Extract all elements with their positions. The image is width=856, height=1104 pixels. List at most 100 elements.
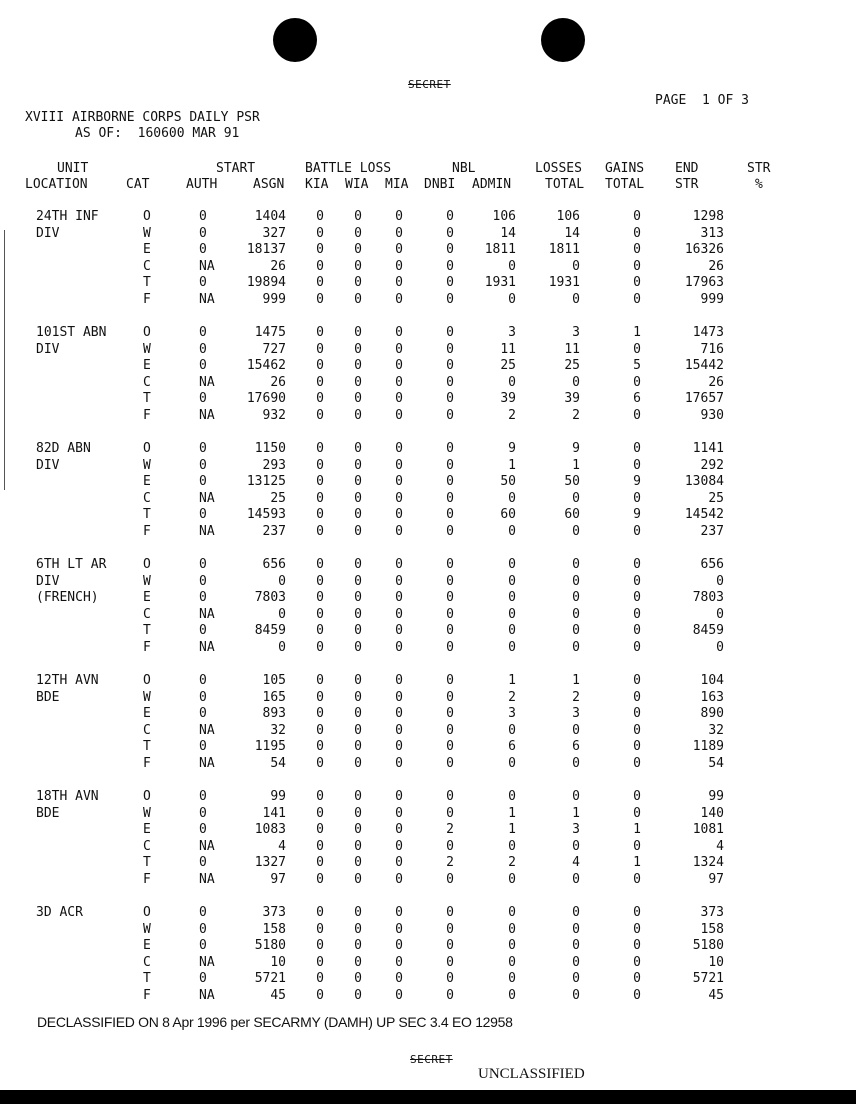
cell-gains-total: 1 bbox=[633, 855, 641, 870]
cell-kia: 0 bbox=[316, 639, 324, 655]
cell-losses-total: 0 bbox=[572, 590, 580, 605]
cell-wia: 0 bbox=[354, 623, 362, 638]
cell-admin: 106 bbox=[492, 209, 516, 224]
cell-mia: 0 bbox=[395, 871, 403, 887]
cell-dnbi: 0 bbox=[446, 291, 454, 307]
cell-kia: 0 bbox=[316, 557, 324, 572]
cell-gains-total: 0 bbox=[633, 722, 641, 738]
cell-admin: 0 bbox=[508, 374, 516, 390]
cell-asgn: 19894 bbox=[246, 275, 286, 290]
cell-losses-total: 0 bbox=[572, 557, 580, 572]
header-losses-total: TOTAL bbox=[545, 177, 585, 192]
classification-top: SECRET bbox=[408, 78, 451, 91]
cell-dnbi: 0 bbox=[446, 523, 454, 539]
unit-location: 24TH INF bbox=[36, 209, 99, 224]
cell-dnbi: 0 bbox=[446, 673, 454, 688]
cell-cat: C bbox=[143, 606, 151, 622]
cell-gains-total: 1 bbox=[633, 325, 641, 340]
cell-wia: 0 bbox=[354, 507, 362, 522]
cell-auth: 0 bbox=[199, 474, 207, 489]
cell-cat: C bbox=[143, 490, 151, 506]
cell-asgn: 15462 bbox=[246, 358, 286, 373]
cell-gains-total: 5 bbox=[633, 358, 641, 373]
cell-admin: 0 bbox=[508, 291, 516, 307]
cell-auth: 0 bbox=[199, 557, 207, 572]
cell-auth: 0 bbox=[199, 457, 207, 473]
cell-asgn: 97 bbox=[270, 871, 286, 887]
cell-cat: T bbox=[143, 971, 151, 986]
cell-gains-total: 0 bbox=[633, 490, 641, 506]
cell-kia: 0 bbox=[316, 938, 324, 953]
cell-mia: 0 bbox=[395, 358, 403, 373]
header-end: END bbox=[675, 161, 699, 176]
cell-dnbi: 0 bbox=[446, 225, 454, 241]
cell-admin: 1 bbox=[508, 673, 516, 688]
cell-admin: 6 bbox=[508, 739, 516, 754]
cell-losses-total: 3 bbox=[572, 706, 580, 721]
cell-end-str: 0 bbox=[716, 573, 724, 589]
cell-losses-total: 0 bbox=[572, 258, 580, 274]
unit-location: DIV bbox=[36, 225, 60, 241]
cell-asgn: 99 bbox=[270, 789, 286, 804]
cell-wia: 0 bbox=[354, 855, 362, 870]
cell-kia: 0 bbox=[316, 291, 324, 307]
cell-gains-total: 0 bbox=[633, 871, 641, 887]
cell-dnbi: 0 bbox=[446, 391, 454, 406]
declassified-note: DECLASSIFIED ON 8 Apr 1996 per SECARMY (… bbox=[37, 1014, 513, 1030]
cell-end-str: 313 bbox=[700, 225, 724, 241]
header-dnbi: DNBI bbox=[424, 177, 456, 192]
cell-losses-total: 0 bbox=[572, 722, 580, 738]
cell-gains-total: 0 bbox=[633, 639, 641, 655]
cell-kia: 0 bbox=[316, 258, 324, 274]
cell-dnbi: 0 bbox=[446, 441, 454, 456]
cell-asgn: 293 bbox=[262, 457, 286, 473]
cell-end-str: 7803 bbox=[692, 590, 724, 605]
cell-auth: 0 bbox=[199, 805, 207, 821]
cell-cat: T bbox=[143, 855, 151, 870]
cell-kia: 0 bbox=[316, 407, 324, 423]
cell-kia: 0 bbox=[316, 275, 324, 290]
cell-cat: W bbox=[143, 225, 151, 241]
cell-cat: E bbox=[143, 822, 151, 837]
cell-cat: O bbox=[143, 673, 151, 688]
cell-mia: 0 bbox=[395, 921, 403, 937]
cell-losses-total: 0 bbox=[572, 755, 580, 771]
cell-wia: 0 bbox=[354, 258, 362, 274]
cell-dnbi: 0 bbox=[446, 507, 454, 522]
cell-auth: 0 bbox=[199, 921, 207, 937]
cell-losses-total: 50 bbox=[564, 474, 580, 489]
cell-admin: 0 bbox=[508, 755, 516, 771]
margin-line bbox=[4, 230, 5, 490]
cell-losses-total: 0 bbox=[572, 954, 580, 970]
cell-asgn: 727 bbox=[262, 341, 286, 357]
cell-wia: 0 bbox=[354, 739, 362, 754]
cell-wia: 0 bbox=[354, 954, 362, 970]
cell-admin: 0 bbox=[508, 921, 516, 937]
cell-wia: 0 bbox=[354, 689, 362, 705]
cell-gains-total: 0 bbox=[633, 225, 641, 241]
cell-admin: 0 bbox=[508, 905, 516, 920]
cell-cat: C bbox=[143, 258, 151, 274]
cell-gains-total: 0 bbox=[633, 689, 641, 705]
cell-asgn: 8459 bbox=[254, 623, 286, 638]
header-start: START bbox=[216, 161, 256, 176]
cell-admin: 0 bbox=[508, 490, 516, 506]
cell-mia: 0 bbox=[395, 606, 403, 622]
cell-dnbi: 0 bbox=[446, 938, 454, 953]
cell-asgn: 5721 bbox=[254, 971, 286, 986]
cell-losses-total: 0 bbox=[572, 921, 580, 937]
cell-cat: F bbox=[143, 871, 151, 887]
cell-asgn: 1404 bbox=[254, 209, 286, 224]
cell-losses-total: 0 bbox=[572, 623, 580, 638]
cell-mia: 0 bbox=[395, 722, 403, 738]
cell-end-str: 32 bbox=[708, 722, 724, 738]
cell-losses-total: 0 bbox=[572, 573, 580, 589]
cell-asgn: 32 bbox=[270, 722, 286, 738]
cell-cat: C bbox=[143, 722, 151, 738]
cell-wia: 0 bbox=[354, 789, 362, 804]
cell-gains-total: 0 bbox=[633, 789, 641, 804]
cell-losses-total: 0 bbox=[572, 838, 580, 854]
cell-losses-total: 2 bbox=[572, 407, 580, 423]
cell-mia: 0 bbox=[395, 855, 403, 870]
cell-cat: O bbox=[143, 557, 151, 572]
